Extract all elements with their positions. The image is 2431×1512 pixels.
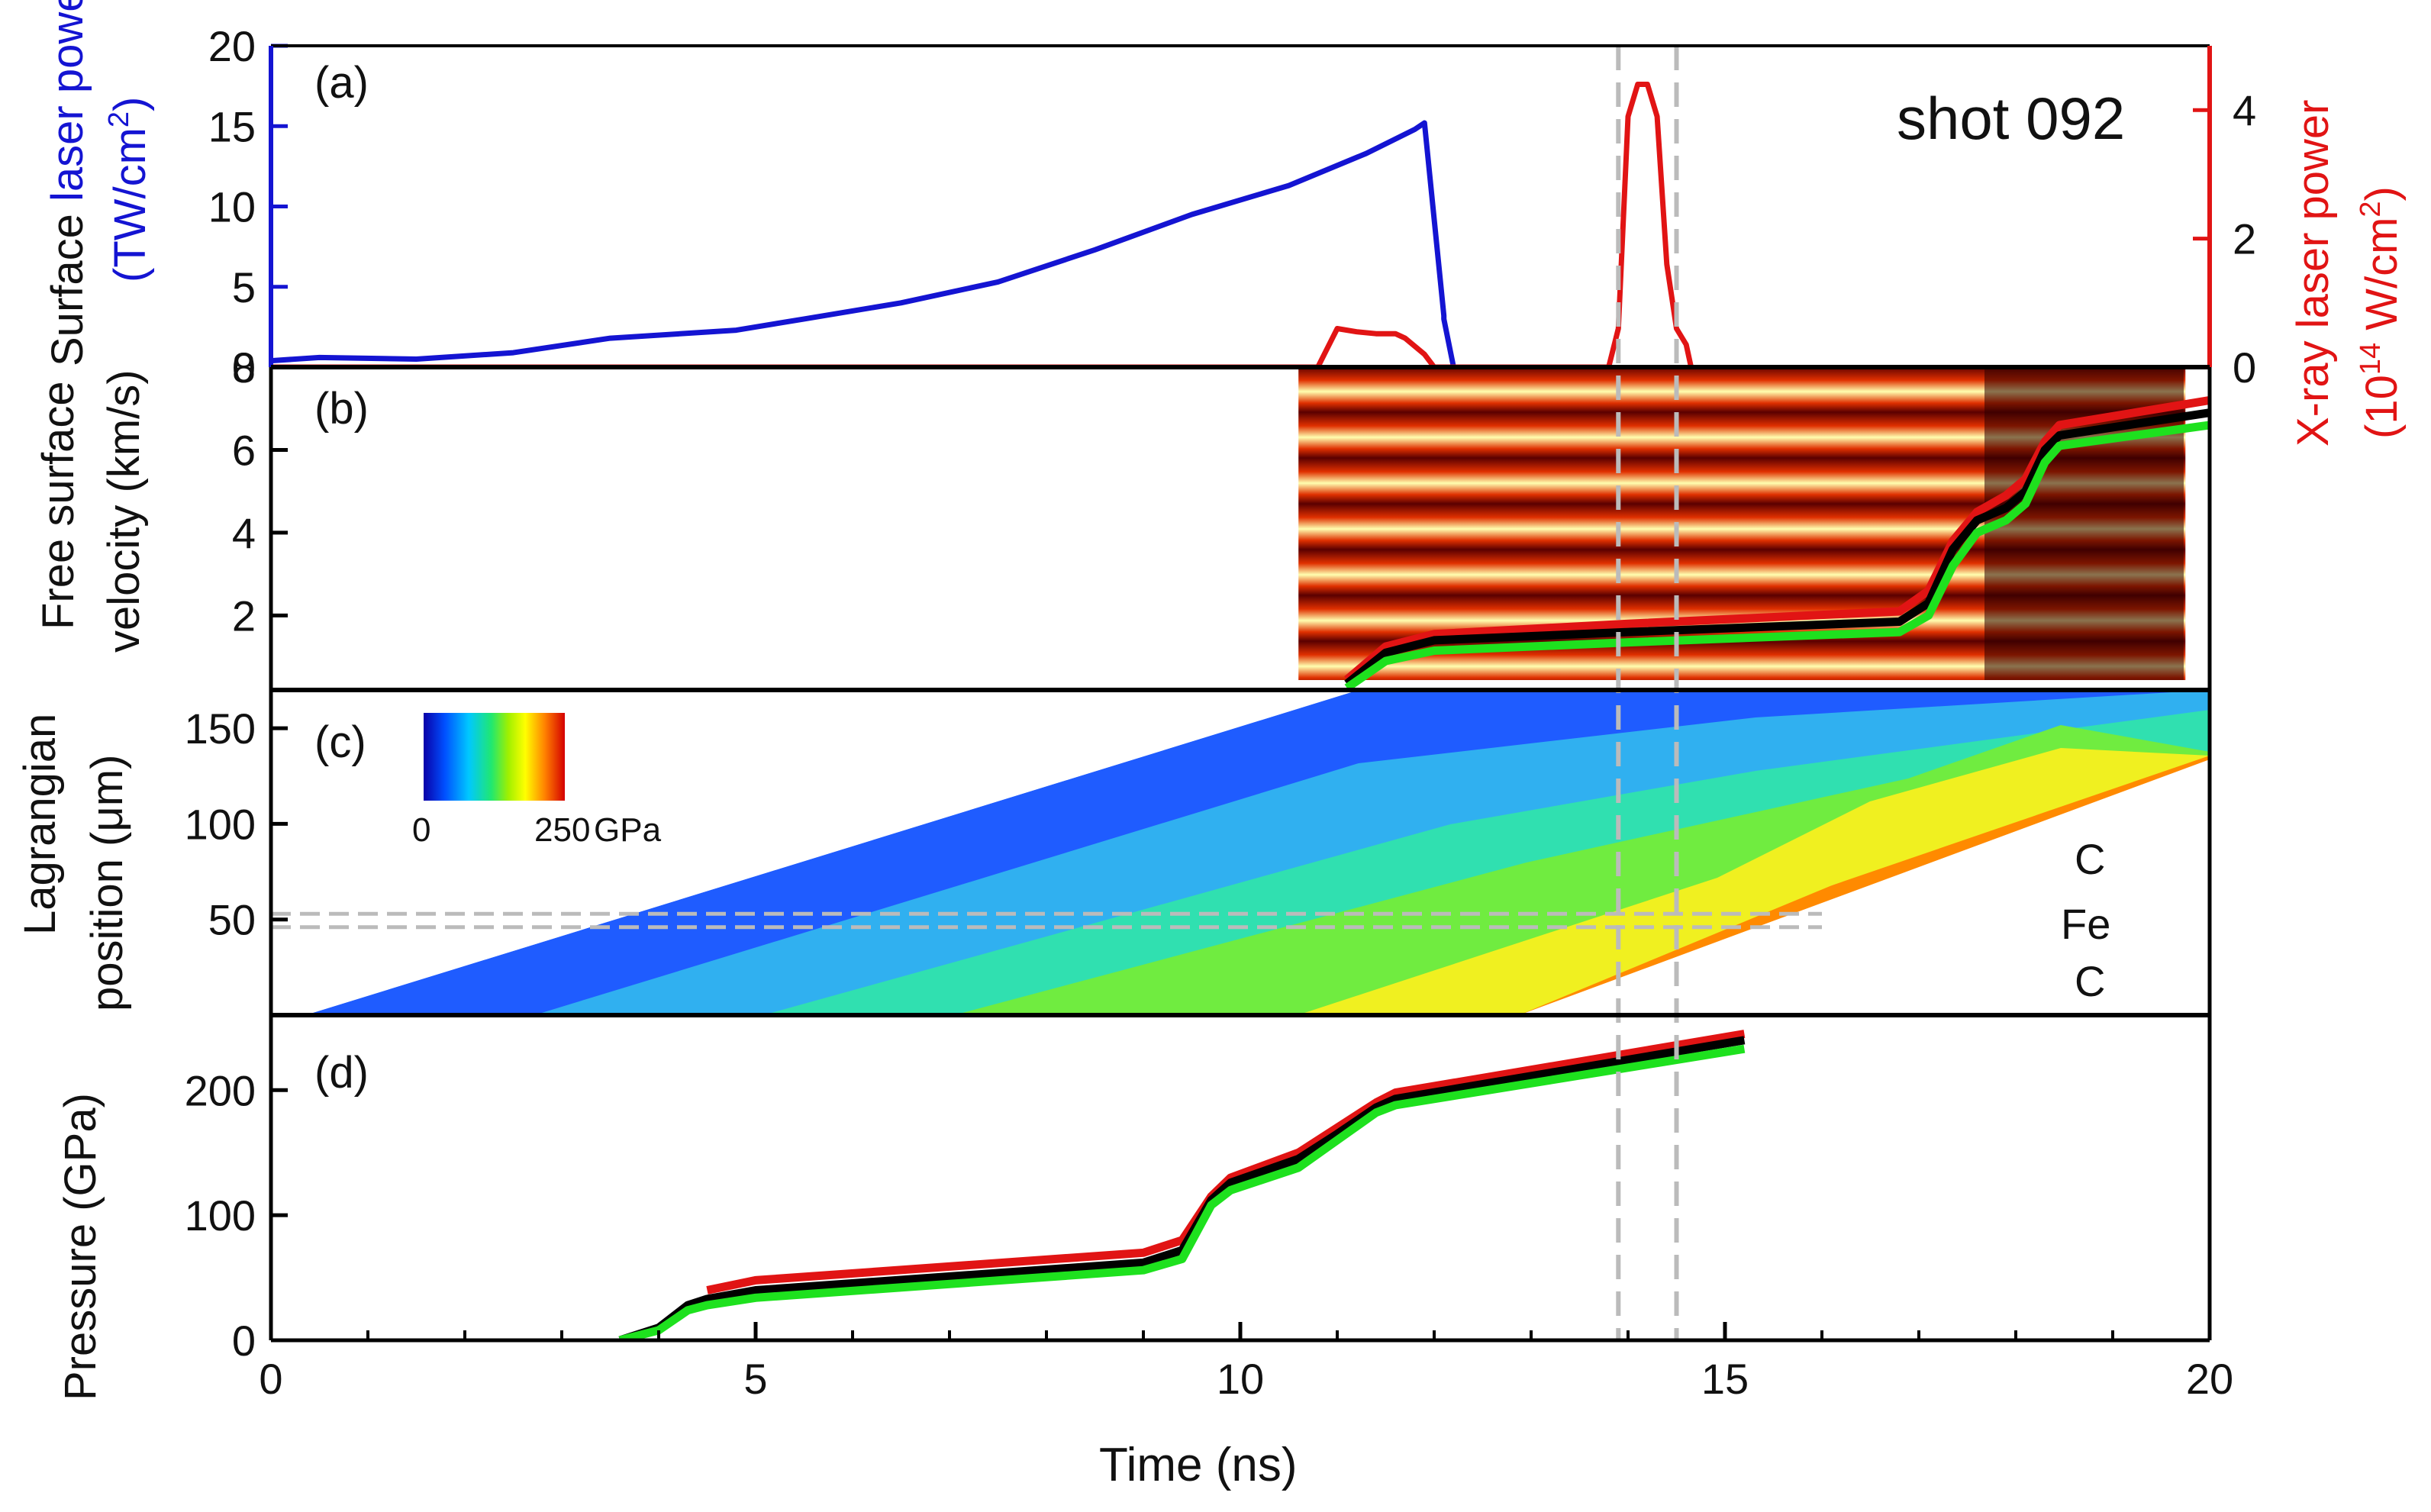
a-y-tick-label-20: 20 [208,22,256,70]
b-y-tick-label-4: 4 [232,509,256,557]
series-green [1344,421,2210,690]
x-axis-title: Time (ns) [1099,1439,1297,1491]
ylabel-colored: laser power [43,0,92,201]
shot-label: shot 092 [1897,85,2125,152]
c-y-tick-label-150: 150 [185,704,256,753]
panel-a-ylabel: Surface laser power [43,0,92,366]
x-tick-label-15: 15 [1701,1355,1749,1403]
panel-a-series [271,82,1694,367]
panel-b-label: (b) [314,384,369,434]
panel-c-ylabel-2: position (μm) [82,755,132,1011]
panel-a-ticks: 0 5 10 15 20 0 2 4 [208,22,2256,392]
panel-b-ticks: 2 4 6 8 [232,343,288,640]
layer-label-bottom-c: C [2075,957,2105,1005]
map-region-orange [1519,756,2210,1015]
a-y2-tick-label-0: 0 [2233,343,2256,392]
c-y-tick-label-100: 100 [185,800,256,848]
layer-label-top-c: C [2075,835,2105,883]
x-tick-label-0: 0 [259,1355,282,1403]
series-black [1344,408,2210,688]
panel-a-y2label: X-ray laser power [2288,100,2338,447]
panel-a-ylabel-unit: (TW/cm2) [103,97,155,282]
series-red [1344,395,2210,683]
fringe-dark-region [1984,367,2184,680]
colorbar-max: 250 [534,811,590,849]
panel-b: 2 4 6 8 (b) Free surface velocity (km/s) [34,343,2210,690]
d-y-tick-label-100: 100 [185,1191,256,1240]
a-y-tick-label-0: 0 [232,343,256,392]
map-region-cyan [763,710,2210,1015]
x-tick-label-10: 10 [1217,1355,1264,1403]
map-region-yellow [1298,748,2210,1015]
a-y-tick-label-5: 5 [232,263,256,311]
vertical-dashed-markers [1616,46,1679,1340]
x-tick-label-20: 20 [2186,1355,2233,1403]
series-red [706,1030,1746,1294]
series-X-ray-laser-power [271,82,1694,367]
fe-layer-lines [271,911,1822,930]
a-y-tick-label-15: 15 [208,102,256,150]
d-y-tick-label-0: 0 [232,1317,256,1365]
layer-label-fe: Fe [2061,900,2110,948]
x-tick-label-5: 5 [743,1355,767,1403]
panel-d-series [618,1030,1746,1340]
b-y-tick-label-6: 6 [232,426,256,474]
series-green [618,1044,1746,1340]
colorbar [424,713,565,801]
a-y2-tick-label-4: 4 [2233,86,2256,134]
panel-a-label: (a) [314,58,369,108]
colorbar-min: 0 [412,811,430,849]
a-y2-tick-label-2: 2 [2233,215,2256,263]
panel-a: 0 5 10 15 20 0 2 4 (a) shot 092 Surface laser p… [43,0,2407,447]
map-region-mask [1519,759,2210,1015]
x-axis-ticks: 0 5 10 15 20 [259,1322,2233,1403]
d-y-tick-label-200: 200 [185,1066,256,1114]
panel-d-ylabel: Pressure (GPa) [56,1093,105,1401]
ylabel-prefix: Surface [43,201,92,366]
panel-d-label: (d) [314,1048,369,1098]
panel-a-y2label-unit: (1014 W/cm2) [2355,186,2407,439]
c-y-tick-label-50: 50 [208,896,256,944]
series-laser-power [271,120,1456,367]
colorbar-unit: GPa [594,811,662,849]
panel-d-ticks: 0 100 200 [185,1066,288,1365]
panel-c-ylabel-1: Lagrangian [15,714,65,935]
panel-c-ticks: 50 100 150 [185,704,288,944]
a-y-tick-label-10: 10 [208,183,256,231]
panel-c-label: (c) [314,717,366,767]
panel-b-series [1344,395,2210,690]
b-y-tick-label-2: 2 [232,592,256,640]
panel-b-ylabel-1: Free surface [34,381,83,630]
b-y-tick-label-8: 8 [232,343,256,392]
panel-b-ylabel-2: velocity (km/s) [99,369,149,653]
